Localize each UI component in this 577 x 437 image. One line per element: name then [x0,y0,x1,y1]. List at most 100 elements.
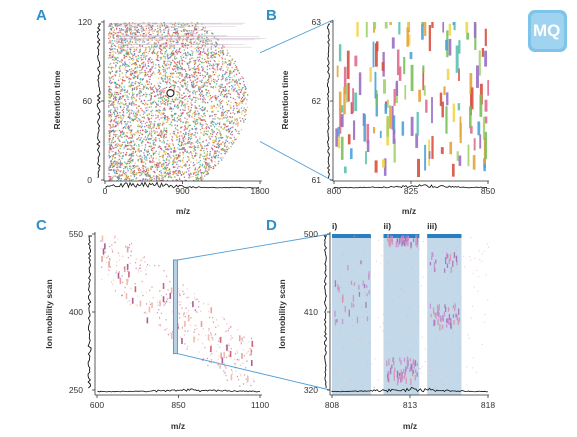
scatter-point-a [149,78,151,81]
scatter-point-a [187,54,189,56]
scatter-point-a [160,58,162,60]
scatter-point-a [237,112,239,114]
scatter-point-a [169,53,171,56]
scatter-point-a [203,84,205,86]
scatter-point-a [120,58,123,61]
scatter-point-a [214,135,217,138]
scatter-point-a [158,125,160,128]
scatter-point-a [212,123,214,126]
scatter-point-a [183,52,185,55]
scatter-point-a [178,102,180,104]
scatter-point-a [132,152,134,155]
scatter-point-a [191,98,194,100]
scatter-point-a [200,115,203,117]
scatter-point-a [203,127,205,130]
scatter-point-a [203,113,205,115]
scatter-point-a [146,151,148,153]
scatter-point-c [136,304,138,307]
scatter-point-a [191,113,194,115]
scatter-point-a [192,30,195,32]
scatter-point-a [148,58,151,60]
scatter-point-a [218,123,221,126]
scatter-point-a [171,26,173,28]
scatter-point-c [238,378,240,381]
scatter-point-a [112,177,114,179]
scatter-point-a [140,91,142,94]
scatter-point-a [190,45,193,48]
scatter-point-a [185,57,187,59]
scatter-point-c [187,296,190,298]
scatter-point-a [175,31,177,34]
scatter-point-a [170,100,172,103]
scatter-point-a [217,156,219,158]
scatter-point-a [205,157,207,159]
feature-bar-b [340,105,344,113]
scatter-point-a [118,177,121,180]
scatter-point-a [142,58,144,61]
scatter-point-a [159,140,161,142]
scatter-point-a [121,42,123,44]
scatter-point-a [226,112,228,114]
scatter-point-d [411,267,413,269]
scatter-point-a [156,57,159,59]
scatter-point-a [116,93,118,96]
scatter-point-a [157,27,159,30]
scatter-point-c [231,337,233,339]
scatter-point-a [145,130,147,132]
feature-bar-b [421,24,424,40]
scatter-point-d [352,325,354,327]
scatter-point-a [165,95,167,98]
scatter-point-a [196,153,198,155]
scatter-point-a [240,89,243,91]
scatter-point-a [153,48,155,50]
scatter-point-d [410,385,412,387]
scatter-point-a [176,136,178,139]
scatter-point-a [165,43,168,45]
scatter-point-a [127,98,129,100]
scatter-point-c [179,294,181,297]
scatter-point-a [153,126,155,128]
scatter-point-a [238,97,240,99]
scatter-point-a [130,109,133,111]
scatter-point-a [162,159,165,161]
scatter-point-a [123,161,126,163]
scatter-point-a [228,74,231,76]
scatter-point-a [164,50,166,53]
scatter-point-a [207,101,209,104]
y-tick-label-c: 250 [69,385,83,395]
scatter-point-a [132,32,134,34]
scatter-point-a [182,121,184,123]
scatter-point-a [159,146,161,148]
scatter-point-a [177,157,179,159]
scatter-point-a [145,166,147,168]
scatter-point-a [224,78,227,80]
scatter-point-a [126,145,128,147]
scatter-point-a [139,88,141,90]
scatter-point-a [220,92,222,94]
scatter-point-a [192,80,194,82]
scatter-point-a [108,32,110,35]
scatter-point-a [173,53,175,55]
scatter-point-a [231,59,233,61]
scatter-point-a [115,169,117,171]
scatter-point-a [137,165,139,167]
scatter-point-a [111,101,113,103]
scatter-point-a [210,166,212,169]
scatter-point-a [128,103,131,105]
scatter-point-a [109,144,111,147]
scatter-point-a [240,107,243,109]
scatter-point-a [213,64,215,67]
scatter-point-a [155,114,157,116]
scatter-point-c [134,286,137,293]
scatter-point-a [159,97,161,99]
scatter-point-a [199,170,201,172]
scatter-point-a [134,71,136,74]
scatter-point-a [163,66,165,69]
scatter-point-a [152,143,155,145]
scatter-point-c [208,328,210,330]
scatter-point-a [155,127,158,130]
scatter-point-c [130,250,133,253]
scatter-point-a [120,47,122,49]
scatter-point-a [142,168,144,170]
scatter-point-a [149,70,151,72]
